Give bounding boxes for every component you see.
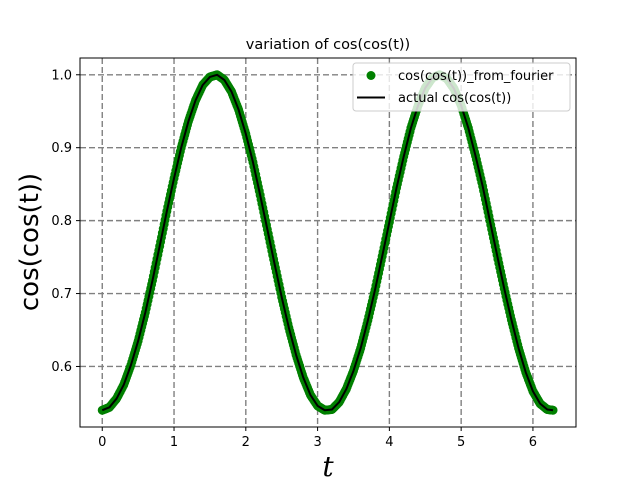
chart-title: variation of cos(cos(t)) bbox=[246, 37, 410, 53]
y-tick-label: 0.7 bbox=[51, 287, 72, 302]
y-axis-label: cos(cos(t)) bbox=[15, 173, 45, 311]
plot-area-background bbox=[80, 58, 576, 427]
legend: cos(cos(t))_from_fourier actual cos(cos(… bbox=[352, 62, 571, 112]
legend-box bbox=[352, 62, 571, 112]
y-tick-label: 0.9 bbox=[51, 141, 72, 156]
legend-label-actual: actual cos(cos(t)) bbox=[398, 91, 511, 106]
y-tick-label: 0.6 bbox=[51, 360, 72, 375]
legend-label-fourier: cos(cos(t))_from_fourier bbox=[398, 69, 554, 84]
x-tick-label: 2 bbox=[242, 435, 250, 450]
x-tick-label: 0 bbox=[98, 435, 106, 450]
series-layer bbox=[97, 70, 558, 415]
x-axis-label: t bbox=[322, 450, 334, 480]
plot-frame bbox=[79, 57, 577, 428]
actual-line bbox=[101, 73, 554, 412]
x-tick-label: 4 bbox=[385, 435, 393, 450]
grid bbox=[80, 58, 576, 427]
fourier-point bbox=[548, 405, 558, 415]
y-tick-label: 0.8 bbox=[51, 214, 72, 229]
x-tick-label: 3 bbox=[313, 435, 321, 450]
x-tick-label: 1 bbox=[170, 435, 178, 450]
legend-marker-fourier bbox=[366, 71, 376, 80]
y-tick-label: 1.0 bbox=[51, 68, 72, 83]
x-tick-label: 5 bbox=[457, 435, 465, 450]
ticks: 0 1 2 3 4 5 6 0.6 0.7 0.8 0.9 1.0 bbox=[51, 68, 537, 450]
x-tick-label: 6 bbox=[529, 435, 537, 450]
